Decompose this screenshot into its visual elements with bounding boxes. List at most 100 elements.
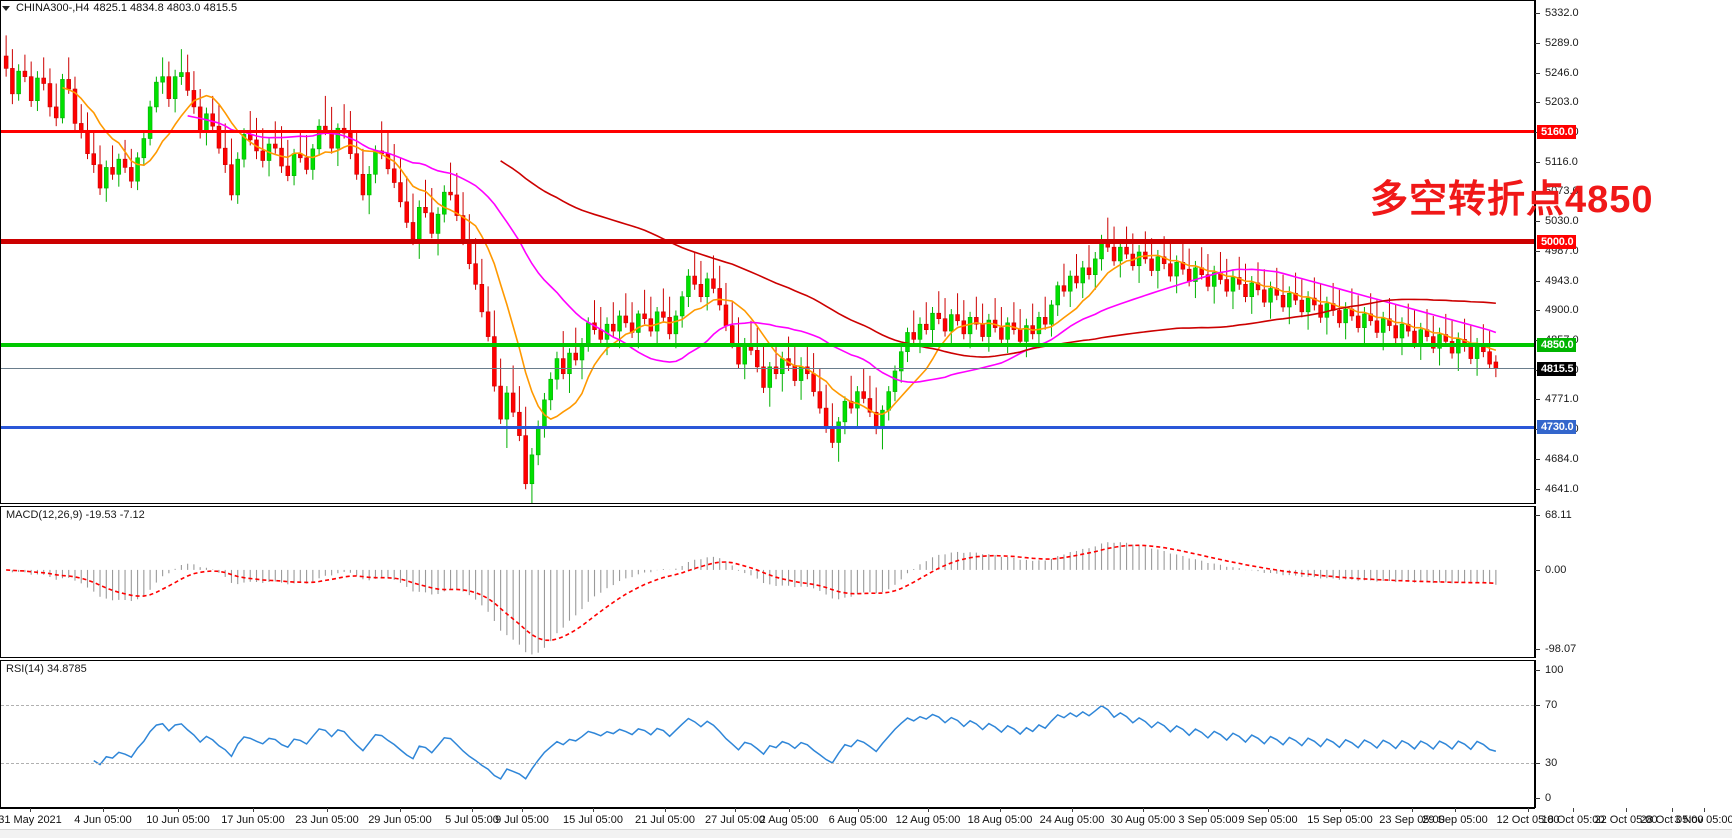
rsi-panel — [0, 660, 1535, 808]
price-tick-mark — [1535, 458, 1540, 460]
rsi-tick-label: 30 — [1545, 757, 1558, 770]
time-tick-label: 15 Sep 05:00 — [1307, 814, 1373, 826]
rsi-tick-mark — [1535, 798, 1540, 799]
price-tick-mark — [1535, 488, 1540, 490]
time-tick-label: 21 Jul 05:00 — [635, 814, 695, 826]
rsi-axis: 100 70 30 0 — [1535, 660, 1732, 808]
time-tick-mark — [1072, 808, 1073, 812]
rsi-plot-area[interactable] — [1, 661, 1534, 807]
macd-panel — [0, 506, 1535, 658]
macd-tick-label: 0.00 — [1545, 563, 1567, 576]
time-tick-mark — [400, 808, 401, 812]
time-tick-label: 29 Sep 05:00 — [1422, 814, 1488, 826]
price-tick-label: 5203.0 — [1545, 96, 1579, 109]
macd-tick-label: 68.11 — [1545, 508, 1572, 521]
time-tick-mark — [858, 808, 859, 812]
price-tick-label: 4943.0 — [1545, 274, 1579, 287]
price-tag-5000-0[interactable]: 5000.0 — [1537, 234, 1577, 249]
time-tick-label: 6 Aug 05:00 — [828, 814, 888, 826]
time-tick-mark — [789, 808, 790, 812]
macd-tick-label: -98.07 — [1545, 642, 1577, 655]
time-tick-mark — [1412, 808, 1413, 812]
time-tick-mark — [735, 808, 736, 812]
price-tag-4815-5[interactable]: 4815.5 — [1537, 361, 1577, 376]
price-tick-label: 5073.0 — [1545, 185, 1579, 198]
rsi-title: RSI(14) 34.8785 — [5, 663, 88, 675]
macd-svg — [6, 542, 1497, 655]
price-tick-mark — [1535, 72, 1540, 74]
time-tick-mark — [1528, 808, 1529, 812]
rsi-guide-30 — [1, 763, 1534, 765]
price-tick-label: 4684.0 — [1545, 452, 1579, 465]
price-tick-mark — [1535, 161, 1540, 163]
time-tick-label: 4 Jun 05:00 — [74, 814, 132, 826]
time-tick-mark — [1704, 808, 1705, 812]
price-tick-mark — [1535, 221, 1540, 223]
rsi-tick-label: 100 — [1545, 664, 1564, 676]
price-tick-label: 5030.0 — [1545, 215, 1579, 228]
time-tick-label: 10 Jun 05:00 — [146, 814, 210, 826]
rsi-tick-label: 0 — [1545, 792, 1552, 804]
rsi-tick-mark — [1535, 670, 1540, 671]
time-axis-rule — [0, 808, 1535, 809]
time-tick-mark — [665, 808, 666, 812]
time-tick-mark — [1672, 808, 1673, 812]
time-tick-label: 27 Jul 05:00 — [705, 814, 765, 826]
symbol-label: CHINA300-,H4 — [16, 2, 90, 14]
time-tick-mark — [1268, 808, 1269, 812]
symbol-info-bar: CHINA300-,H4 4825.1 4834.8 4803.0 4815.5 — [2, 1, 237, 15]
time-tick-mark — [472, 808, 473, 812]
price-tag-4850-0[interactable]: 4850.0 — [1537, 337, 1577, 352]
price-tick-mark — [1535, 42, 1540, 44]
rsi-svg — [93, 704, 1497, 780]
time-tick-label: 3 Nov 05:00 — [1674, 814, 1732, 826]
level-line-resistance-5160[interactable] — [1, 130, 1534, 134]
price-axis: 5332.0 5289.0 5246.0 5203.0 5160.0 5116.0 5073… — [1535, 0, 1732, 504]
price-tick-label: 5116.0 — [1545, 155, 1578, 168]
price-tick-label: 4900.0 — [1545, 304, 1579, 317]
axis-divider — [1535, 506, 1536, 658]
time-tick-label: 12 Aug 05:00 — [895, 814, 961, 826]
time-tick-label: 3 Sep 05:00 — [1178, 814, 1238, 826]
ma-fast-line — [62, 86, 1497, 420]
time-tick-mark — [1455, 808, 1456, 812]
time-tick-mark — [327, 808, 328, 812]
rsi-guide-70 — [1, 704, 1534, 706]
ohlc-values: 4825.1 4834.8 4803.0 4815.5 — [93, 2, 238, 14]
time-tick-label: 29 Jun 05:00 — [368, 814, 432, 826]
time-tick-mark — [1573, 808, 1574, 812]
price-tick-mark — [1535, 280, 1540, 282]
time-tick-mark — [1143, 808, 1144, 812]
macd-plot-area[interactable] — [1, 507, 1534, 657]
macd-axis: 68.11 0.00 -98.07 — [1535, 506, 1732, 658]
level-line-pivot-4850[interactable] — [1, 342, 1534, 347]
level-line-support-4730[interactable] — [1, 425, 1534, 429]
time-tick-mark — [103, 808, 104, 812]
price-tag-5160-0[interactable]: 5160.0 — [1537, 124, 1577, 139]
price-tick-mark — [1535, 310, 1540, 312]
time-tick-label: 30 Aug 05:00 — [1110, 814, 1176, 826]
time-axis: 31 May 2021 4 Jun 05:00 10 Jun 05:00 17 Jun… — [0, 808, 1732, 830]
rsi-tick-mark — [1535, 704, 1540, 706]
level-line-last-price-4815[interactable] — [1, 368, 1534, 370]
price-tag-4730-0[interactable]: 4730.0 — [1537, 420, 1577, 435]
axis-divider — [1535, 660, 1536, 808]
price-tick-mark — [1535, 399, 1540, 401]
price-tick-mark — [1535, 13, 1540, 15]
time-tick-label: 12 Oct 05:00 — [1496, 814, 1560, 826]
price-plot-area[interactable] — [1, 1, 1534, 503]
macd-tick-mark — [1535, 648, 1540, 650]
horizontal-scrollbar[interactable] — [0, 829, 1732, 838]
time-tick-label: 22 Oct 05:00 — [1594, 814, 1658, 826]
candles-svg — [3, 35, 1499, 503]
price-tick-label: 5246.0 — [1545, 66, 1579, 79]
level-line-resistance-5000[interactable] — [1, 239, 1534, 245]
rsi-line — [93, 704, 1497, 780]
ma-mid-line — [187, 115, 1497, 384]
time-tick-label: 23 Jun 05:00 — [295, 814, 359, 826]
time-tick-mark — [253, 808, 254, 812]
time-tick-mark — [30, 808, 31, 812]
chevron-down-icon[interactable] — [2, 5, 10, 11]
time-tick-label: 18 Oct 05:00 — [1541, 814, 1605, 826]
